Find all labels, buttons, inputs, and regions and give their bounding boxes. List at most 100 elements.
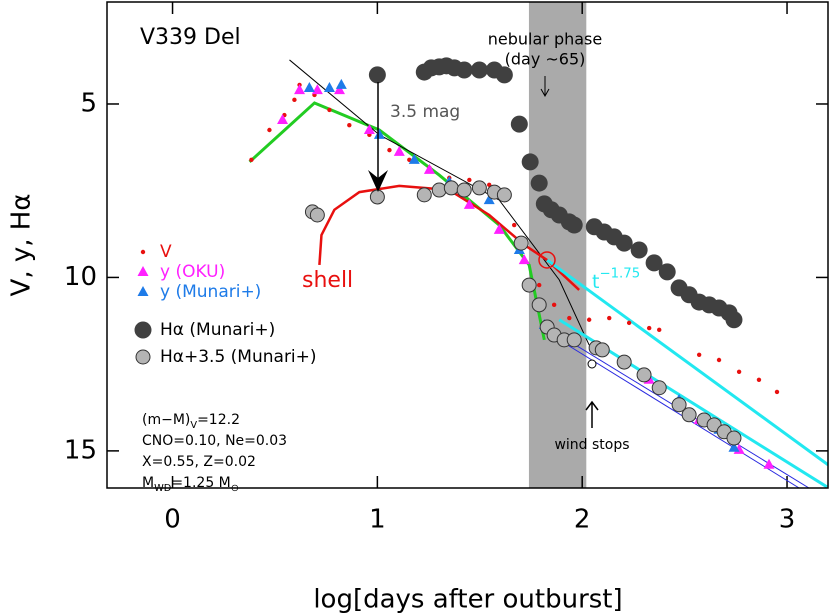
legend-marker	[135, 349, 151, 365]
point	[774, 389, 780, 395]
point	[521, 277, 537, 293]
point	[607, 315, 612, 321]
point	[510, 115, 528, 133]
text-part: =12.2	[197, 412, 240, 428]
chart-title: V339 Del	[140, 25, 241, 50]
x-tick-label: 2	[574, 505, 591, 535]
point	[725, 311, 743, 329]
legend-label: Hα+3.5 (Munari+)	[160, 347, 317, 367]
point	[616, 354, 632, 370]
y-axis-title: V, y, Hα	[7, 194, 37, 297]
point	[594, 342, 610, 358]
plot-frame	[106, 1, 829, 489]
point	[726, 430, 742, 446]
point	[636, 367, 652, 383]
point	[630, 241, 648, 259]
marker-ring	[587, 359, 597, 369]
point	[456, 182, 472, 198]
legend-label: y (OKU)	[160, 262, 225, 282]
annotation: 3.5 mag	[390, 102, 460, 122]
model-line	[546, 258, 828, 466]
point	[311, 84, 323, 95]
point	[408, 153, 420, 164]
annotation: (m−M)V=12.2	[142, 412, 240, 431]
point	[512, 222, 517, 228]
point	[303, 82, 315, 93]
point	[513, 235, 529, 251]
annotation: CNO=0.10, Ne=0.03	[142, 433, 287, 449]
x-tick-label: 3	[779, 505, 796, 535]
point	[363, 124, 375, 135]
annotation: MWD=1.25 M⊙	[142, 475, 239, 494]
point	[416, 187, 432, 203]
point	[493, 223, 505, 234]
plot-area	[248, 57, 828, 488]
nebular-band	[528, 2, 587, 488]
x-tick-label: 0	[164, 505, 181, 535]
point	[763, 458, 775, 469]
y-tick-label: 10	[64, 262, 97, 292]
point	[373, 128, 385, 139]
point	[496, 187, 512, 203]
point	[463, 198, 475, 209]
point	[368, 66, 386, 84]
text-part: M	[142, 475, 154, 491]
point	[483, 194, 495, 205]
point	[347, 122, 352, 128]
point	[455, 61, 473, 79]
point	[536, 282, 542, 288]
point	[736, 369, 742, 374]
legend-marker	[134, 321, 152, 339]
point	[645, 254, 663, 272]
point	[277, 113, 289, 124]
point	[646, 325, 652, 331]
annotation: wind stops	[554, 437, 629, 453]
arrow	[585, 400, 599, 428]
legend-label: V	[160, 242, 172, 262]
point	[309, 207, 325, 223]
legend-marker	[140, 249, 146, 255]
text-part: X=0.55, Z=0.02	[142, 454, 256, 470]
point	[567, 315, 572, 321]
model-line	[559, 339, 800, 488]
x-axis-title: log[days after outburst]	[313, 585, 622, 615]
point	[518, 254, 530, 265]
text-part: CNO=0.10, Ne=0.03	[142, 433, 287, 449]
point	[327, 107, 332, 113]
point	[565, 216, 583, 234]
superscript: −1.75	[599, 266, 640, 281]
point	[495, 66, 513, 84]
point	[651, 380, 667, 396]
point	[467, 177, 472, 183]
legend-marker	[137, 266, 149, 276]
annotation: X=0.55, Z=0.02	[142, 454, 256, 470]
point	[471, 180, 487, 196]
point	[333, 84, 345, 95]
point	[671, 397, 687, 413]
legend-marker	[137, 286, 149, 296]
x-tick-label: 1	[369, 505, 386, 535]
annotation: shell	[302, 268, 353, 293]
marker-ring	[538, 251, 556, 269]
point	[335, 78, 347, 89]
arrow-head	[368, 170, 388, 192]
point	[470, 61, 488, 79]
point	[615, 234, 633, 252]
point	[292, 97, 297, 103]
text-part: =1.25 M	[171, 475, 230, 491]
subscript: WD	[154, 483, 171, 494]
annotation: t−1.75	[592, 266, 640, 292]
point	[716, 357, 722, 363]
text-part: (m−M)	[142, 412, 190, 428]
point	[566, 332, 582, 348]
point	[387, 147, 392, 153]
point	[696, 352, 702, 357]
point	[728, 441, 740, 452]
point	[423, 163, 435, 174]
point	[249, 157, 254, 163]
point	[531, 297, 547, 313]
point	[681, 407, 697, 423]
point	[658, 263, 676, 281]
point	[369, 189, 385, 205]
point	[267, 127, 272, 133]
